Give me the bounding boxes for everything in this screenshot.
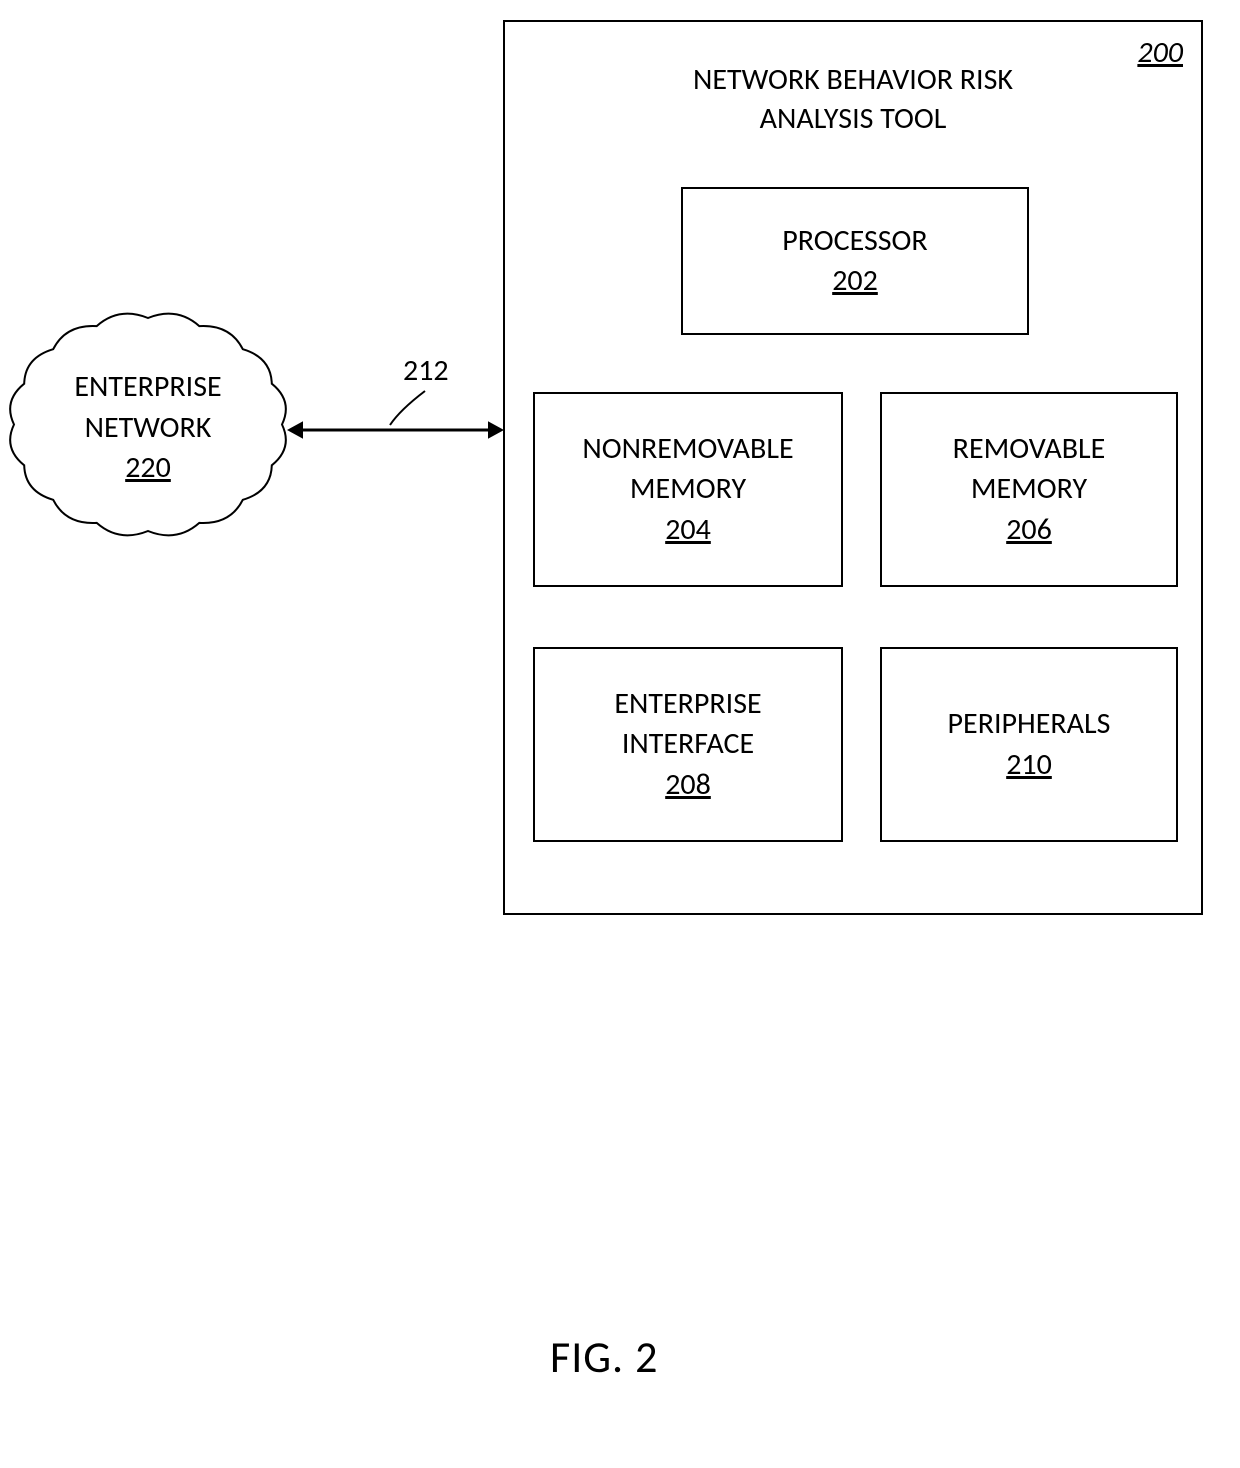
figure-canvas: 200 NETWORK BEHAVIOR RISK ANALYSIS TOOL … xyxy=(0,0,1240,1468)
cloud-label: ENTERPRISE NETWORK 220 xyxy=(8,367,288,489)
main-title-line2: ANALYSIS TOOL xyxy=(760,100,947,137)
cloud-ref: 220 xyxy=(125,449,171,486)
main-title-line1: NETWORK BEHAVIOR RISK xyxy=(693,61,1013,98)
removable-ref: 206 xyxy=(1006,510,1052,551)
main-box-title: NETWORK BEHAVIOR RISK ANALYSIS TOOL xyxy=(505,60,1201,138)
processor-ref: 202 xyxy=(832,261,878,302)
arrow-ref: 212 xyxy=(403,352,449,389)
removable-memory-box: REMOVABLE MEMORY 206 xyxy=(880,392,1178,587)
nonremovable-label-2: MEMORY xyxy=(630,469,746,510)
removable-label-1: REMOVABLE xyxy=(953,429,1106,470)
enterprise-network-cloud: ENTERPRISE NETWORK 220 xyxy=(8,312,288,537)
main-box: 200 NETWORK BEHAVIOR RISK ANALYSIS TOOL … xyxy=(503,20,1203,915)
nonremovable-memory-box: NONREMOVABLE MEMORY 204 xyxy=(533,392,843,587)
processor-box: PROCESSOR 202 xyxy=(681,187,1029,335)
removable-label-2: MEMORY xyxy=(971,469,1087,510)
peripherals-ref: 210 xyxy=(1006,745,1052,786)
nonremovable-ref: 204 xyxy=(665,510,711,551)
processor-label: PROCESSOR xyxy=(782,221,927,262)
enterprise-interface-box: ENTERPRISE INTERFACE 208 xyxy=(533,647,843,842)
cloud-label-2: NETWORK xyxy=(85,409,212,446)
cloud-label-1: ENTERPRISE xyxy=(74,368,221,405)
nonremovable-label-1: NONREMOVABLE xyxy=(582,429,793,470)
enterprise-if-ref: 208 xyxy=(665,765,711,806)
enterprise-if-label-1: ENTERPRISE xyxy=(614,684,761,725)
figure-caption: FIG. 2 xyxy=(550,1330,658,1384)
bidirectional-arrow-icon xyxy=(287,420,504,440)
enterprise-if-label-2: INTERFACE xyxy=(622,724,754,765)
peripherals-label: PERIPHERALS xyxy=(948,704,1111,745)
peripherals-box: PERIPHERALS 210 xyxy=(880,647,1178,842)
